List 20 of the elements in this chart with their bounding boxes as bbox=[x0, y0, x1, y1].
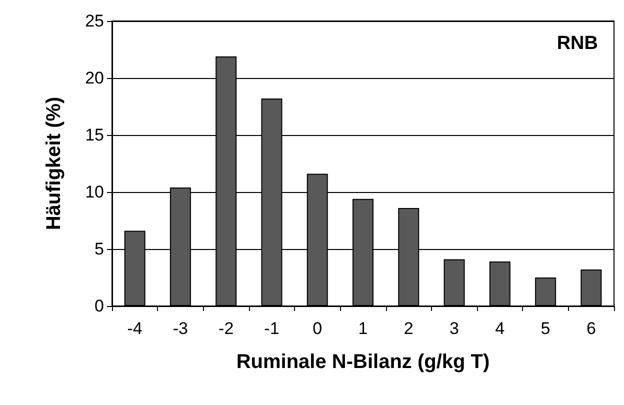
y-axis-title: Häufigkeit (%) bbox=[43, 96, 65, 230]
annotation: RNB bbox=[556, 33, 598, 54]
x-tick-label: 4 bbox=[495, 319, 505, 338]
y-tick-label: 0 bbox=[94, 296, 104, 316]
x-tick-label: 5 bbox=[540, 319, 550, 338]
y-tick-label: 15 bbox=[85, 126, 104, 144]
y-tick-label: 25 bbox=[85, 12, 104, 30]
y-tick-label: 20 bbox=[85, 68, 104, 88]
x-tick-label: 6 bbox=[586, 319, 596, 338]
x-axis-title: Ruminale N-Bilanz (g/kg T) bbox=[236, 351, 490, 373]
x-tick-label: -3 bbox=[172, 319, 188, 338]
x-tick-label: 2 bbox=[404, 319, 414, 338]
y-tick-label: 5 bbox=[94, 240, 104, 258]
x-tick-label: 1 bbox=[358, 319, 368, 338]
x-tick-label: 3 bbox=[450, 319, 460, 338]
x-tick-label: 0 bbox=[312, 319, 322, 338]
x-tick-label: -4 bbox=[127, 319, 142, 338]
x-tick-label: -2 bbox=[218, 319, 234, 338]
x-tick-label: -1 bbox=[264, 319, 280, 338]
y-tick-label: 10 bbox=[85, 182, 104, 202]
